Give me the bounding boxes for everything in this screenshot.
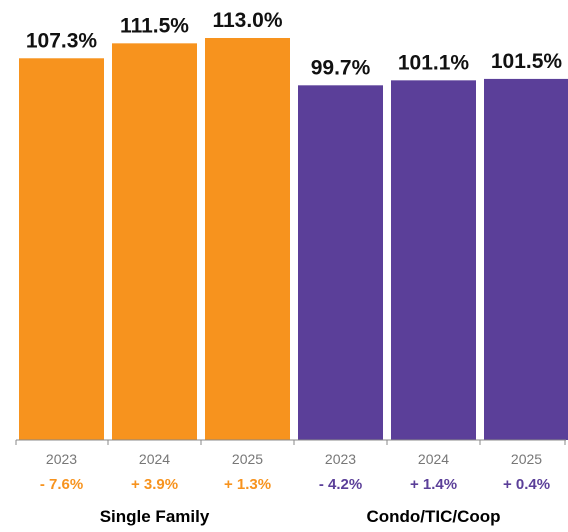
x-tick-label: 2024 xyxy=(418,451,449,467)
change-label: + 1.3% xyxy=(224,476,271,493)
change-label: - 4.2% xyxy=(319,476,362,493)
x-tick-label: 2023 xyxy=(325,451,356,467)
x-tick-label: 2023 xyxy=(46,451,77,467)
data-label: 107.3% xyxy=(26,29,98,52)
group-label: Single Family xyxy=(100,507,210,526)
bar xyxy=(19,58,104,440)
x-tick-label: 2025 xyxy=(232,451,263,467)
data-label: 111.5% xyxy=(120,14,189,37)
bar xyxy=(391,80,476,441)
data-label: 101.5% xyxy=(491,50,563,73)
x-tick-label: 2025 xyxy=(511,451,542,467)
change-label: + 1.4% xyxy=(410,476,457,493)
data-label: 113.0% xyxy=(212,9,282,32)
change-label: + 3.9% xyxy=(131,476,178,493)
bar xyxy=(484,78,568,441)
group-label: Condo/TIC/Coop xyxy=(366,507,500,526)
change-label: - 7.6% xyxy=(40,476,83,493)
x-tick-label: 2024 xyxy=(139,451,170,467)
bar xyxy=(112,43,197,441)
data-label: 101.1% xyxy=(398,51,470,74)
data-label: 99.7% xyxy=(311,56,371,79)
change-label: + 0.4% xyxy=(503,476,550,493)
bar xyxy=(205,38,290,440)
bar xyxy=(298,85,383,441)
